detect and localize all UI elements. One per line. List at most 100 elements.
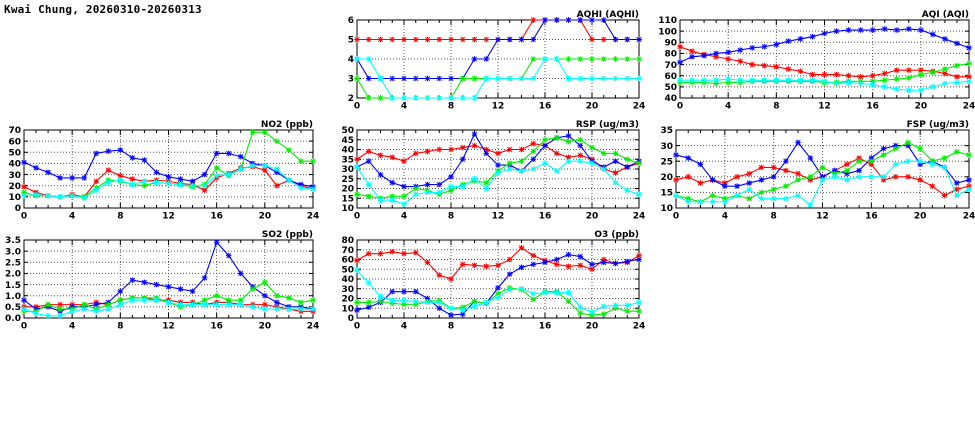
y-tick-label: 30 <box>341 285 354 295</box>
chart-panel-fsp: 10 15 20 25 30 35 0 4 8 12 16 20 24 FSP (ug/m3) <box>650 118 975 230</box>
y-tick-label: 5 <box>348 36 354 46</box>
x-tick-label: 0 <box>21 212 27 222</box>
x-tick-label: 16 <box>539 322 552 332</box>
y-tick-label: 0.5 <box>5 303 21 313</box>
panel-title-no2: NO2 (ppb) <box>261 120 313 130</box>
x-tick-label: 8 <box>117 212 123 222</box>
x-axis: 0 4 8 12 16 20 24 <box>673 130 975 222</box>
x-tick-label: 0 <box>354 322 360 332</box>
x-axis: 0 4 8 12 16 20 24 <box>21 130 319 222</box>
y-tick-label: 70 <box>664 61 677 71</box>
chart-panel-o3: 0 10 20 30 40 50 60 70 80 0 4 8 12 16 20 24 O3 (ppb) <box>335 228 645 340</box>
y-axis: 2 3 4 5 6 <box>348 16 639 104</box>
series-series_1 <box>354 245 642 282</box>
x-tick-label: 16 <box>866 102 879 112</box>
panel-title-rsp: RSP (ug/m3) <box>576 120 639 130</box>
x-tick-label: 12 <box>818 102 831 112</box>
x-tick-label: 12 <box>162 322 175 332</box>
panel-title-aqi: AQI (AQI) <box>922 10 969 20</box>
x-tick-label: 4 <box>401 212 407 222</box>
x-tick-label: 12 <box>492 322 505 332</box>
x-tick-label: 8 <box>117 322 123 332</box>
x-tick-label: 0 <box>21 322 27 332</box>
x-tick-label: 16 <box>539 212 552 222</box>
x-tick-label: 12 <box>162 212 175 222</box>
x-tick-label: 16 <box>865 212 878 222</box>
panel-title-fsp: FSP (ug/m3) <box>907 120 969 130</box>
y-tick-label: 70 <box>8 126 21 136</box>
y-tick-label: 25 <box>341 175 354 185</box>
y-tick-label: 6 <box>348 16 354 26</box>
x-tick-label: 16 <box>539 102 552 112</box>
x-tick-label: 4 <box>401 102 407 112</box>
x-tick-label: 24 <box>307 212 320 222</box>
y-tick-label: 20 <box>660 173 673 183</box>
y-tick-label: 35 <box>341 155 354 165</box>
x-tick-label: 24 <box>633 212 645 222</box>
x-tick-label: 8 <box>448 322 454 332</box>
series-series_3 <box>354 135 642 201</box>
x-tick-label: 20 <box>586 322 599 332</box>
x-tick-label: 8 <box>773 102 779 112</box>
panel-title-o3: O3 (ppb) <box>594 230 639 240</box>
y-tick-label: 1.0 <box>5 292 21 302</box>
x-axis: 0 4 8 12 16 20 24 <box>354 240 645 332</box>
y-tick-label: 10 <box>8 193 21 203</box>
x-tick-label: 4 <box>69 322 75 332</box>
y-tick-label: 45 <box>341 136 354 146</box>
series-series_1 <box>677 43 972 80</box>
y-tick-label: 80 <box>664 50 677 60</box>
y-tick-label: 30 <box>8 171 21 181</box>
y-tick-label: 15 <box>341 194 354 204</box>
series-series_4 <box>354 267 642 315</box>
gridlines <box>24 240 313 318</box>
chart-panel-so2: 0.0 0.5 1.0 1.5 2.0 2.5 3.0 3.5 0 4 8 12 16 20 24 SO2 (… <box>0 228 330 340</box>
y-tick-label: 10 <box>660 204 673 214</box>
series-series_2 <box>677 26 972 66</box>
y-tick-label: 20 <box>341 185 354 195</box>
x-tick-label: 24 <box>307 322 320 332</box>
gridlines <box>357 240 639 318</box>
y-tick-label: 3.0 <box>5 247 21 257</box>
y-tick-label: 100 <box>658 27 677 37</box>
x-tick-label: 20 <box>586 212 599 222</box>
y-tick-label: 90 <box>664 38 677 48</box>
y-tick-label: 30 <box>660 142 673 152</box>
y-tick-label: 4 <box>348 55 354 65</box>
y-tick-label: 30 <box>341 165 354 175</box>
y-tick-label: 50 <box>8 148 21 158</box>
x-tick-label: 4 <box>722 212 728 222</box>
y-tick-label: 3.5 <box>5 236 21 246</box>
panel-title-aqhi: AQHI (AQHI) <box>577 10 639 20</box>
x-tick-label: 12 <box>816 212 829 222</box>
x-tick-label: 24 <box>963 212 975 222</box>
chart-panel-no2: 0 10 20 30 40 50 60 70 0 4 8 12 16 20 24 NO2 (ppb) <box>0 118 330 230</box>
x-tick-label: 12 <box>492 212 505 222</box>
y-tick-label: 20 <box>341 295 354 305</box>
x-tick-label: 24 <box>633 102 645 112</box>
series-series_4 <box>677 76 972 93</box>
x-tick-label: 0 <box>673 212 679 222</box>
x-tick-label: 0 <box>677 102 683 112</box>
x-tick-label: 20 <box>915 102 928 112</box>
x-tick-label: 20 <box>259 322 272 332</box>
y-tick-label: 25 <box>660 157 673 167</box>
x-axis: 0 4 8 12 16 20 24 <box>677 20 975 112</box>
y-tick-label: 80 <box>341 236 354 246</box>
y-tick-label: 2.5 <box>5 258 21 268</box>
series-series_2 <box>673 139 972 189</box>
y-tick-label: 50 <box>341 126 354 136</box>
series-series_2 <box>354 251 642 318</box>
x-tick-label: 8 <box>448 212 454 222</box>
y-tick-label: 70 <box>341 246 354 256</box>
y-tick-label: 10 <box>341 304 354 314</box>
series-series_4 <box>21 162 316 201</box>
x-tick-label: 8 <box>771 212 777 222</box>
series-series_4 <box>673 158 972 208</box>
x-tick-label: 8 <box>448 102 454 112</box>
x-tick-label: 0 <box>354 102 360 112</box>
y-tick-label: 0 <box>15 204 21 214</box>
